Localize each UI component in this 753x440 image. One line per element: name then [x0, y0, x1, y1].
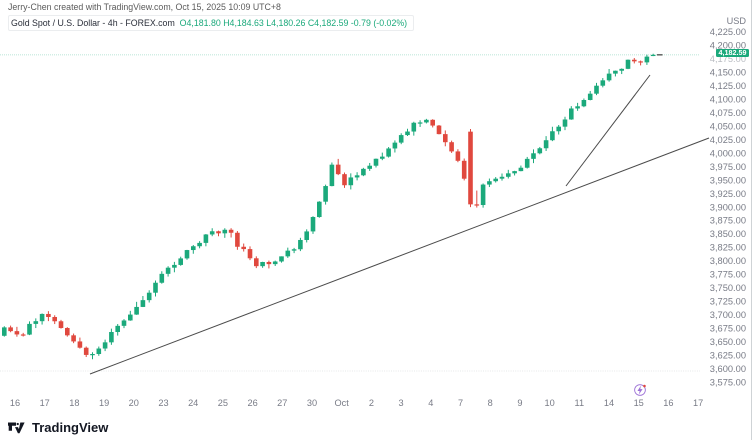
svg-text:3,625.00: 3,625.00: [710, 350, 746, 360]
svg-text:3,925.00: 3,925.00: [710, 189, 746, 199]
svg-text:4,125.00: 4,125.00: [710, 81, 746, 91]
svg-text:4,000.00: 4,000.00: [710, 148, 746, 158]
svg-text:3,775.00: 3,775.00: [710, 270, 746, 280]
svg-text:3,900.00: 3,900.00: [710, 202, 746, 212]
svg-text:3,700.00: 3,700.00: [710, 310, 746, 320]
svg-text:3,950.00: 3,950.00: [710, 175, 746, 185]
svg-text:4,150.00: 4,150.00: [710, 68, 746, 78]
svg-text:4,025.00: 4,025.00: [710, 135, 746, 145]
svg-text:3,675.00: 3,675.00: [710, 323, 746, 333]
svg-text:4,050.00: 4,050.00: [710, 121, 746, 131]
svg-text:3,875.00: 3,875.00: [710, 216, 746, 226]
svg-text:3,975.00: 3,975.00: [710, 162, 746, 172]
svg-text:3,725.00: 3,725.00: [710, 297, 746, 307]
svg-text:4,225.00: 4,225.00: [710, 27, 746, 37]
svg-text:3,800.00: 3,800.00: [710, 256, 746, 266]
svg-text:4,075.00: 4,075.00: [710, 108, 746, 118]
svg-text:3,750.00: 3,750.00: [710, 283, 746, 293]
svg-text:3,850.00: 3,850.00: [710, 229, 746, 239]
svg-text:3,575.00: 3,575.00: [710, 377, 746, 387]
svg-text:4,100.00: 4,100.00: [710, 95, 746, 105]
svg-text:3,825.00: 3,825.00: [710, 243, 746, 253]
svg-text:3,650.00: 3,650.00: [710, 337, 746, 347]
svg-text:3,600.00: 3,600.00: [710, 364, 746, 374]
